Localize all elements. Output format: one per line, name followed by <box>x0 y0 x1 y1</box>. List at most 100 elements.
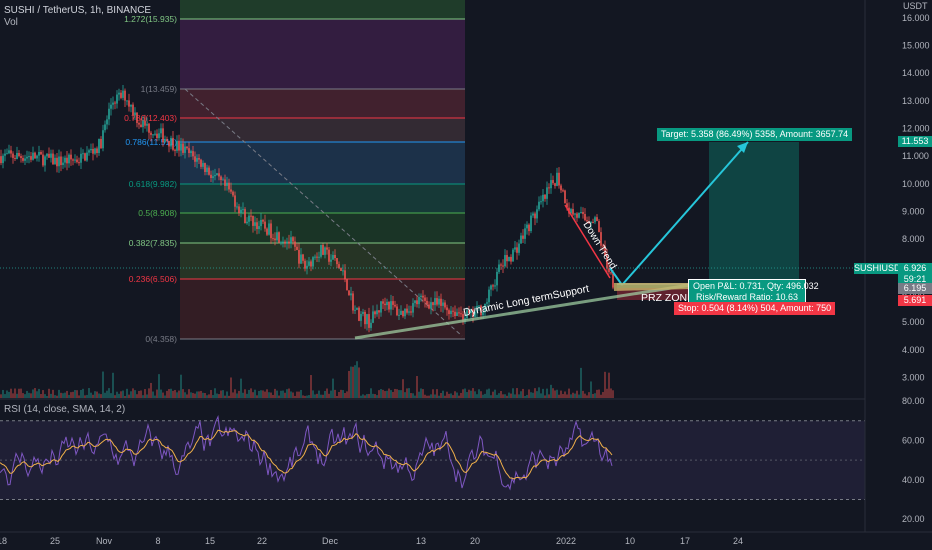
volume-bar <box>440 393 442 398</box>
candle-body <box>284 241 286 244</box>
volume-legend[interactable]: Vol <box>4 17 18 28</box>
symbol-title[interactable]: SUSHI / TetherUS, 1h, BINANCE <box>4 5 152 16</box>
target-label: Target: 5.358 (86.49%) 5358, Amount: 365… <box>657 128 853 141</box>
candle-body <box>396 306 398 316</box>
fibonacci-retracement[interactable]: 1.272(15.935) 1(13.459) 0.786(12.403) 0.786… <box>124 0 465 344</box>
candle-body <box>550 180 552 189</box>
candle-body <box>290 237 292 244</box>
candle-body <box>510 256 512 262</box>
candle-body <box>188 148 190 154</box>
volume-bar <box>234 389 236 398</box>
volume-bar <box>186 394 188 398</box>
candle-body <box>176 140 178 151</box>
candle-body <box>104 124 106 131</box>
candle-body <box>86 152 88 161</box>
candle-body <box>152 134 154 136</box>
candle-body <box>370 322 372 328</box>
fib-zone <box>180 142 465 184</box>
volume-bar <box>236 393 238 398</box>
volume-bar <box>434 394 436 398</box>
volume-bar <box>378 390 380 398</box>
candle-body <box>252 215 254 226</box>
price-tick: 11.000 <box>902 151 929 161</box>
candle-body <box>170 137 172 147</box>
volume-bar <box>372 393 374 398</box>
volume-bar <box>132 388 134 398</box>
volume-bar <box>510 393 512 398</box>
candle-body <box>204 163 206 173</box>
candle-body <box>544 194 546 199</box>
volume-bar <box>496 394 498 398</box>
candle-body <box>348 290 350 296</box>
volume-bar <box>554 390 556 398</box>
volume-bar <box>518 394 520 398</box>
volume-bar <box>420 388 422 398</box>
candle-body <box>24 158 26 161</box>
candle-body <box>280 242 282 244</box>
candle-body <box>300 254 302 264</box>
candle-body <box>146 123 148 126</box>
volume-bar <box>578 394 580 398</box>
volume-bar <box>294 395 296 398</box>
candle-body <box>178 140 180 151</box>
long-position-profit-zone <box>709 142 799 287</box>
time-tick: 22 <box>257 536 267 546</box>
candle-body <box>136 112 138 123</box>
volume-bar <box>610 388 612 398</box>
volume-bar <box>266 389 268 398</box>
candle-body <box>50 153 52 158</box>
volume-bar <box>204 392 206 398</box>
volume-bar <box>136 394 138 398</box>
candle-body <box>490 285 492 290</box>
fib-level-label: 0.786(12.403) <box>124 113 177 123</box>
candle-body <box>342 270 344 272</box>
candle-body <box>68 154 70 164</box>
candle-body <box>332 254 334 260</box>
candle-body <box>274 238 276 241</box>
volume-bar <box>566 394 568 398</box>
volume-bar <box>276 390 278 398</box>
candle-body <box>42 154 44 166</box>
volume-bar <box>14 388 16 398</box>
volume-bar <box>288 388 290 398</box>
candle-body <box>504 255 506 267</box>
volume-bar <box>470 390 472 398</box>
volume-bar <box>400 390 402 398</box>
candle-body <box>566 203 568 208</box>
candle-body <box>594 217 596 223</box>
volume-bar <box>392 391 394 398</box>
candle-body <box>124 90 126 101</box>
volume-bar <box>604 371 606 398</box>
candle-body <box>242 209 244 211</box>
candle-body <box>66 157 68 164</box>
candle-body <box>212 176 214 179</box>
volume-bar <box>98 393 100 398</box>
candle-body <box>132 104 134 116</box>
volume-bar <box>592 393 594 398</box>
candle-body <box>448 310 450 315</box>
rsi-legend[interactable]: RSI (14, close, SMA, 14, 2) <box>4 404 126 415</box>
volume-bar <box>158 374 160 398</box>
candle-body <box>454 311 456 317</box>
candle-body <box>424 297 426 301</box>
candle-body <box>554 183 556 186</box>
volume-bar <box>404 392 406 398</box>
volume-bar <box>290 391 292 398</box>
volume-bar <box>506 395 508 398</box>
candle-body <box>362 311 364 314</box>
volume-bar <box>200 390 202 398</box>
candle-body <box>420 295 422 297</box>
candle-body <box>600 232 602 246</box>
volume-bar <box>408 388 410 398</box>
candle-body <box>530 215 532 232</box>
candle-body <box>174 149 176 151</box>
candle-body <box>556 172 558 186</box>
candle-body <box>426 300 428 305</box>
candle-body <box>340 268 342 271</box>
volume-bar <box>214 388 216 398</box>
candle-body <box>414 300 416 304</box>
volume-bar <box>244 389 246 398</box>
candle-body <box>310 261 312 267</box>
fib-zone <box>180 213 465 243</box>
